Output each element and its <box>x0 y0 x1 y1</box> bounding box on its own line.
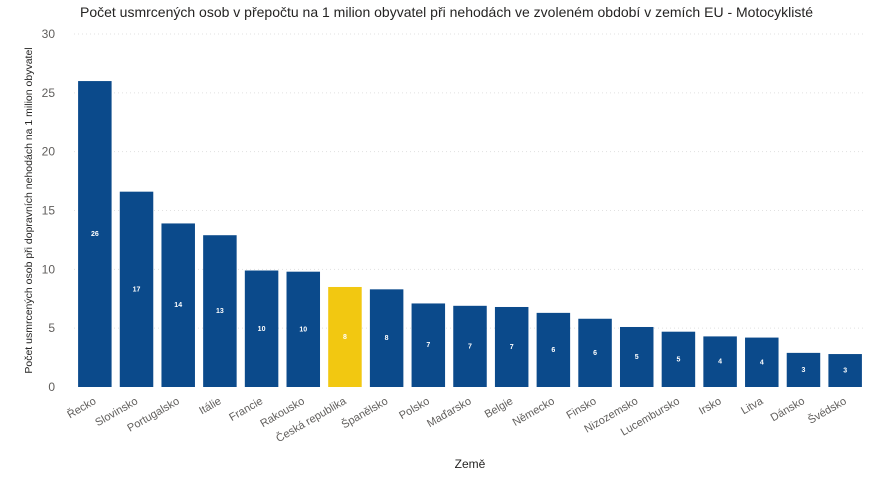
bar[interactable] <box>494 306 529 387</box>
data-label: 6 <box>593 350 597 357</box>
y-axis-ticks: 0 5 10 15 20 25 30 <box>42 27 56 394</box>
x-tick-label: Irsko <box>697 395 724 417</box>
bar[interactable] <box>828 354 862 387</box>
bar[interactable] <box>328 286 362 387</box>
x-tick-label: Česká republika <box>274 394 350 445</box>
y-axis-label: Počet usmrcených osob při dopravních neh… <box>23 47 35 373</box>
bar[interactable] <box>619 326 654 387</box>
data-label: 8 <box>385 335 389 342</box>
data-label: 7 <box>468 343 472 350</box>
x-tick-label: Belgie <box>483 395 515 421</box>
x-tick-label: Dánsko <box>769 395 807 424</box>
bar[interactable] <box>411 303 446 387</box>
x-axis-label: Země <box>455 457 486 471</box>
bar[interactable] <box>369 289 404 387</box>
data-label: 4 <box>760 359 764 366</box>
data-label: 10 <box>299 326 307 333</box>
data-label: 26 <box>91 231 99 238</box>
data-labels: 26 17 14 13 10 10 8 8 7 7 7 6 6 5 5 4 4 3 3 <box>91 231 847 374</box>
bar[interactable] <box>244 270 279 387</box>
bar[interactable] <box>661 331 696 387</box>
data-label: 14 <box>174 302 182 309</box>
data-label: 3 <box>802 367 806 374</box>
data-label: 13 <box>216 308 224 315</box>
bar[interactable] <box>203 235 237 387</box>
bar[interactable] <box>453 305 487 387</box>
data-label: 4 <box>718 359 722 366</box>
x-tick-label: Španělsko <box>339 394 390 431</box>
x-tick-label: Itálie <box>197 395 223 417</box>
data-label: 8 <box>343 334 347 341</box>
x-tick-label: Litva <box>739 395 766 417</box>
bar[interactable] <box>536 312 571 387</box>
y-tick-label: 5 <box>48 321 55 335</box>
data-label: 3 <box>843 368 847 375</box>
y-tick-label: 10 <box>42 262 56 276</box>
y-tick-label: 25 <box>42 86 56 100</box>
bar[interactable] <box>703 336 737 387</box>
bar[interactable] <box>161 223 195 387</box>
x-tick-label: Řecko <box>65 394 99 421</box>
bar[interactable] <box>745 337 779 387</box>
bar[interactable] <box>578 318 612 387</box>
chart-title: Počet usmrcených osob v přepočtu na 1 mi… <box>79 4 814 20</box>
data-label: 5 <box>676 356 680 363</box>
y-tick-label: 0 <box>48 380 55 394</box>
data-label: 17 <box>133 286 141 293</box>
bar[interactable] <box>119 191 154 387</box>
data-label: 10 <box>258 326 266 333</box>
data-label: 6 <box>551 347 555 354</box>
bars <box>78 81 862 388</box>
y-tick-label: 20 <box>42 145 56 159</box>
x-tick-label: Maďarsko <box>425 395 473 430</box>
bar[interactable] <box>786 352 821 387</box>
bar[interactable] <box>78 81 112 388</box>
data-label: 7 <box>426 342 430 349</box>
data-label: 5 <box>635 354 639 361</box>
x-tick-label: Německo <box>511 395 557 429</box>
data-label: 7 <box>510 344 514 351</box>
bar[interactable] <box>286 271 321 387</box>
x-tick-label: Švédsko <box>806 394 849 426</box>
y-tick-label: 15 <box>42 204 56 218</box>
y-tick-label: 30 <box>42 27 56 41</box>
